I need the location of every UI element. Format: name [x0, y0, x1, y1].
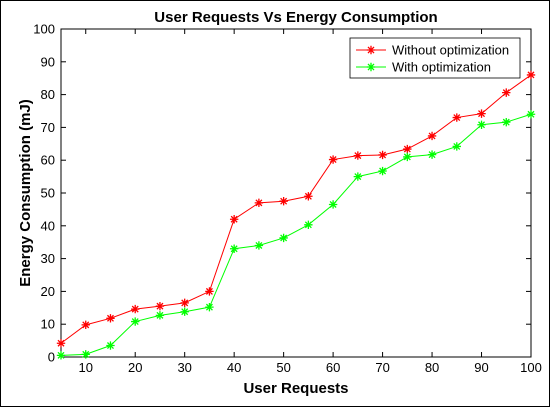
y-tick-label: 100 [33, 22, 55, 37]
data-point [180, 298, 189, 308]
data-point [106, 341, 115, 350]
series-2 [56, 110, 536, 360]
x-tick-label: 80 [425, 360, 439, 375]
y-tick-label: 40 [41, 218, 55, 233]
data-point [131, 317, 140, 326]
data-point [205, 287, 214, 296]
data-point [477, 120, 486, 129]
data-point [403, 144, 412, 154]
y-axis-ticks: 0 10 20 30 40 50 60 70 80 90 100 [33, 22, 531, 365]
x-axis-label: User Requests [243, 380, 348, 397]
y-tick-label: 10 [41, 317, 55, 332]
series-layer [56, 70, 536, 360]
y-tick-label: 0 [48, 350, 55, 365]
data-point [279, 197, 288, 206]
x-tick-label: 30 [177, 360, 191, 375]
data-point [180, 307, 189, 316]
x-tick-label: 60 [326, 360, 340, 375]
data-point [502, 117, 511, 127]
data-point [452, 113, 461, 122]
y-tick-label: 20 [41, 284, 55, 299]
data-point [205, 302, 214, 312]
data-point [81, 350, 90, 359]
x-tick-label: 90 [474, 360, 488, 375]
legend-label: Without optimization [392, 43, 509, 58]
legend-entry: Without optimization [356, 43, 509, 58]
data-point [304, 192, 313, 201]
legend-marker [366, 62, 376, 72]
y-tick-label: 70 [41, 120, 55, 135]
data-point [279, 233, 288, 243]
x-tick-label: 70 [375, 360, 389, 375]
data-point [131, 304, 140, 314]
x-tick-label: 100 [520, 360, 542, 375]
series-line [60, 113, 532, 356]
y-tick-label: 50 [41, 186, 55, 201]
data-point [526, 70, 536, 80]
x-axis-ticks: 10 20 30 40 50 60 70 80 90 100 [79, 29, 542, 375]
data-point [328, 200, 338, 209]
legend-box [349, 37, 521, 79]
series-1 [56, 70, 536, 348]
data-point [254, 241, 264, 250]
legend-label: With optimization [392, 60, 491, 75]
data-point [56, 351, 66, 360]
x-tick-label: 40 [227, 360, 241, 375]
data-point [502, 88, 511, 97]
data-point [106, 314, 115, 323]
y-axis-label: Energy Consumption (mJ) [17, 99, 34, 287]
data-point [378, 150, 387, 160]
data-point [452, 142, 461, 151]
plot-area [60, 28, 532, 358]
data-point [403, 152, 412, 162]
data-point [229, 215, 239, 224]
legend: Without optimization With optimization [349, 37, 521, 79]
data-point [304, 220, 313, 230]
x-tick-label: 20 [128, 360, 142, 375]
data-point [353, 151, 363, 160]
data-point [353, 172, 363, 181]
data-point [155, 311, 165, 320]
data-point [229, 244, 239, 253]
data-point [328, 155, 338, 164]
data-point [526, 110, 536, 119]
data-point [81, 320, 90, 330]
y-tick-label: 80 [41, 87, 55, 102]
data-point [427, 150, 437, 159]
x-tick-label: 50 [276, 360, 290, 375]
data-point [254, 198, 264, 208]
y-tick-label: 90 [41, 54, 55, 69]
y-tick-label: 60 [41, 153, 55, 168]
data-point [427, 131, 437, 141]
data-point [155, 301, 165, 311]
data-point [378, 166, 387, 176]
legend-marker [366, 45, 376, 55]
data-point [56, 339, 66, 348]
data-point [477, 109, 486, 118]
y-tick-label: 30 [41, 251, 55, 266]
x-tick-label: 10 [79, 360, 93, 375]
legend-entry: With optimization [356, 60, 491, 75]
chart-title: User Requests Vs Energy Consumption [154, 9, 437, 26]
